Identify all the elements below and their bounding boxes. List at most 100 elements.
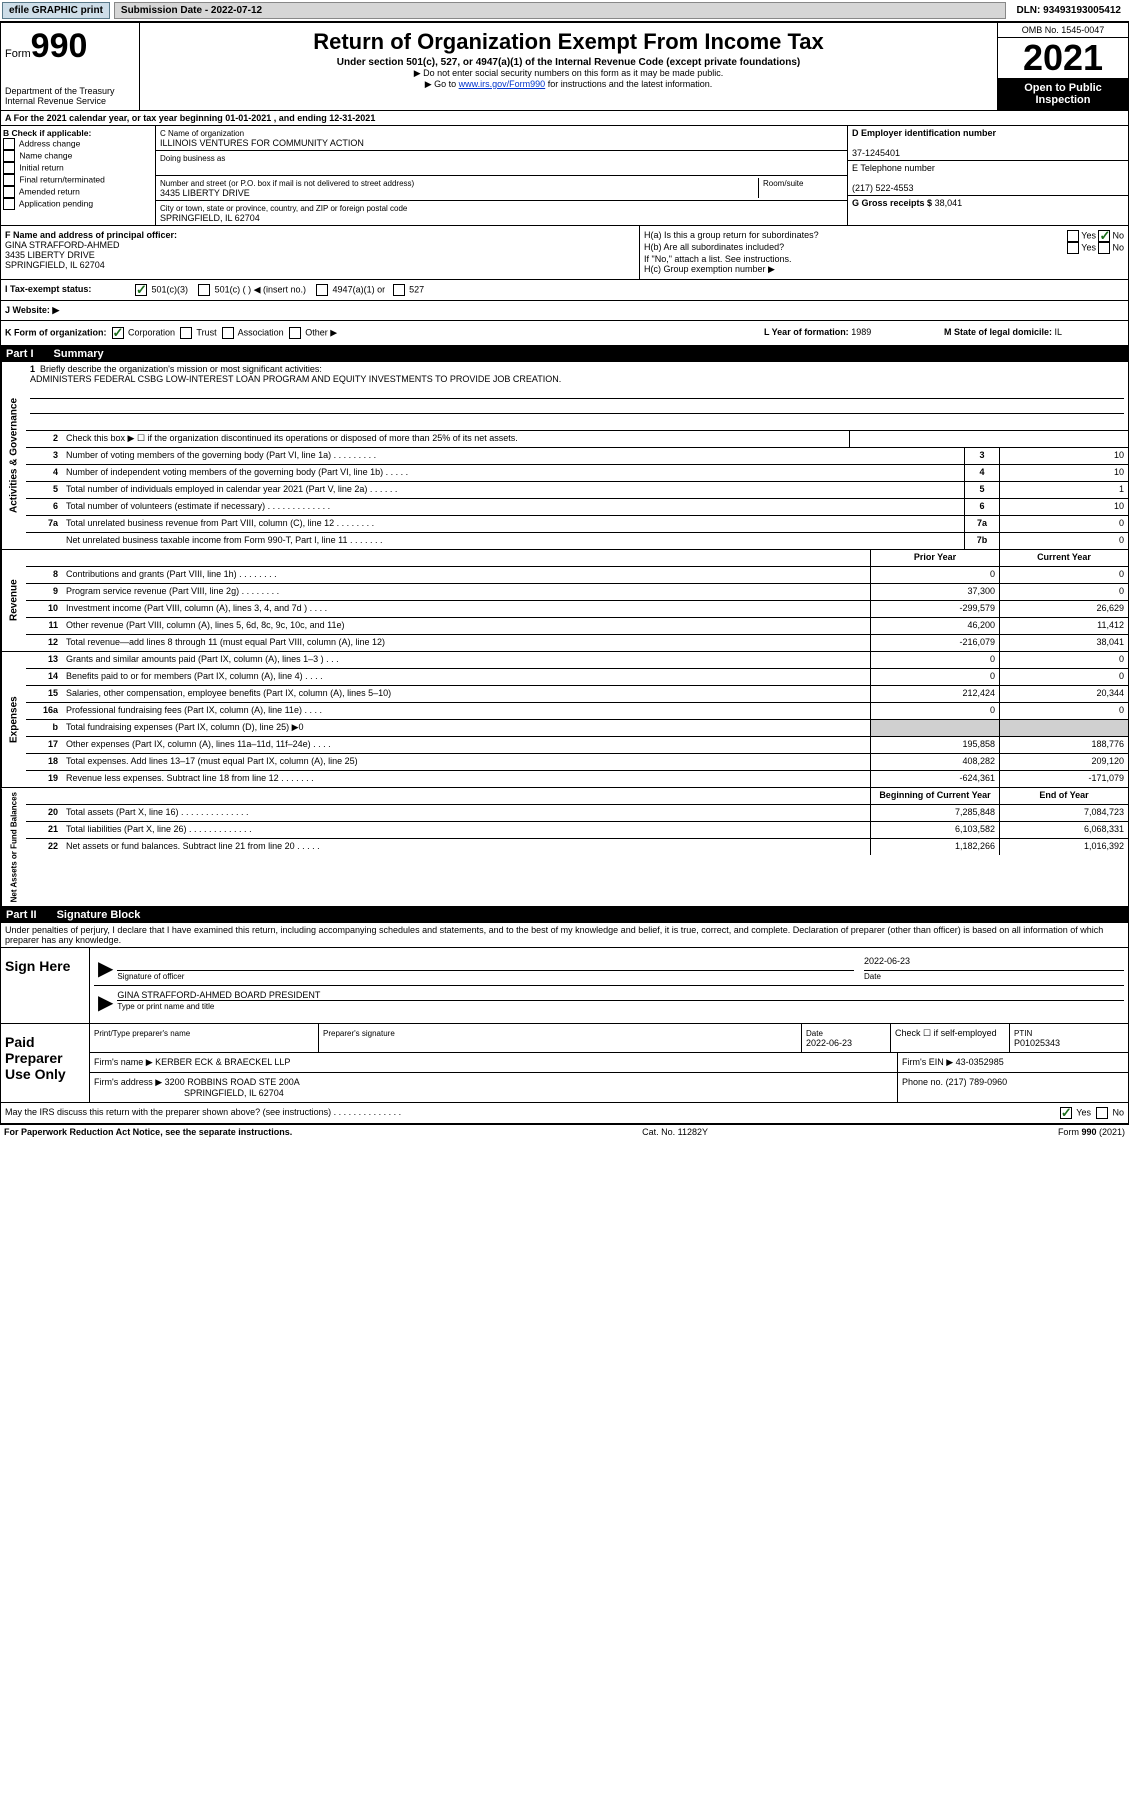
footer-right: Form 990 (2021) [1058, 1127, 1125, 1137]
addr-label: Number and street (or P.O. box if mail i… [160, 179, 414, 188]
c-label: C Name of organization [160, 129, 244, 138]
summary-line: 18Total expenses. Add lines 13–17 (must … [26, 754, 1128, 771]
footer-mid: Cat. No. 11282Y [642, 1127, 708, 1137]
room-label: Room/suite [763, 179, 803, 188]
form-note-2: ▶ Go to www.irs.gov/Form990 for instruct… [144, 79, 993, 90]
netassets-header-row: Beginning of Current Year End of Year [26, 788, 1128, 805]
summary-line: 4Number of independent voting members of… [26, 465, 1128, 482]
discuss-no[interactable] [1096, 1107, 1108, 1119]
checkbox-initial-return[interactable] [3, 162, 15, 174]
gross-receipts: 38,041 [935, 198, 963, 208]
col-b-checkboxes: B Check if applicable: Address change Na… [1, 126, 156, 225]
department-label: Department of the Treasury Internal Reve… [5, 86, 135, 106]
cb-527[interactable] [393, 284, 405, 296]
summary-line: 5Total number of individuals employed in… [26, 482, 1128, 499]
d-label: D Employer identification number [852, 128, 996, 138]
summary-line: 7aTotal unrelated business revenue from … [26, 516, 1128, 533]
cb-4947[interactable] [316, 284, 328, 296]
officer-name: GINA STRAFFORD-AHMED BOARD PRESIDENT [117, 990, 1124, 1001]
irs-link[interactable]: www.irs.gov/Form990 [459, 79, 546, 89]
summary-line: 11Other revenue (Part VIII, column (A), … [26, 618, 1128, 635]
form-note-1: ▶ Do not enter social security numbers o… [144, 68, 993, 79]
summary-line: 6Total number of volunteers (estimate if… [26, 499, 1128, 516]
summary-line: 14Benefits paid to or for members (Part … [26, 669, 1128, 686]
phone-value: (217) 522-4553 [852, 183, 914, 193]
col-degh: D Employer identification number 37-1245… [847, 126, 1128, 225]
checkbox-application-pending[interactable] [3, 198, 15, 210]
hb-yes[interactable] [1067, 242, 1079, 254]
governance-side-label: Activities & Governance [1, 362, 26, 549]
city-label: City or town, state or province, country… [160, 204, 407, 213]
sig-officer-label: Signature of officer [117, 972, 184, 981]
netassets-side-label: Net Assets or Fund Balances [1, 788, 26, 906]
ein-value: 37-1245401 [852, 148, 900, 158]
header-right: OMB No. 1545-0047 2021 Open to Public In… [997, 23, 1128, 110]
summary-line: 16aProfessional fundraising fees (Part I… [26, 703, 1128, 720]
col-c-org-info: C Name of organization ILLINOIS VENTURES… [156, 126, 847, 225]
form-subtitle: Under section 501(c), 527, or 4947(a)(1)… [144, 57, 993, 68]
form-header: Form990 Department of the Treasury Inter… [0, 22, 1129, 111]
summary-line: 8Contributions and grants (Part VIII, li… [26, 567, 1128, 584]
cb-other[interactable] [289, 327, 301, 339]
efile-button[interactable]: efile GRAPHIC print [2, 2, 110, 19]
summary-line: 19Revenue less expenses. Subtract line 1… [26, 771, 1128, 787]
tax-year: 2021 [998, 38, 1128, 78]
cb-501c[interactable] [198, 284, 210, 296]
summary-line: 21Total liabilities (Part X, line 26) . … [26, 822, 1128, 839]
row-klm: K Form of organization: Corporation Trus… [0, 321, 1129, 346]
checkbox-address-change[interactable] [3, 138, 15, 150]
checkbox-amended[interactable] [3, 186, 15, 198]
sign-here-label: Sign Here [1, 948, 90, 1023]
date-label: Date [864, 972, 881, 981]
form-title: Return of Organization Exempt From Incom… [144, 29, 993, 55]
section-bcdeg: B Check if applicable: Address change Na… [0, 126, 1129, 226]
expenses-section: Expenses 13Grants and similar amounts pa… [0, 652, 1129, 788]
expenses-side-label: Expenses [1, 652, 26, 787]
dln-label: DLN: 93493193005412 [1010, 3, 1127, 18]
ha-yes[interactable] [1067, 230, 1079, 242]
cb-assoc[interactable] [222, 327, 234, 339]
discuss-yes[interactable] [1060, 1107, 1072, 1119]
summary-line: 3Number of voting members of the governi… [26, 448, 1128, 465]
form-label: Form [5, 48, 31, 60]
cb-corp[interactable] [112, 327, 124, 339]
summary-line: 2Check this box ▶ ☐ if the organization … [26, 431, 1128, 448]
row-i-tax-status: I Tax-exempt status: 501(c)(3) 501(c) ( … [0, 280, 1129, 301]
row-a-tax-year: A For the 2021 calendar year, or tax yea… [0, 111, 1129, 126]
summary-line: 15Salaries, other compensation, employee… [26, 686, 1128, 703]
checkbox-final-return[interactable] [3, 174, 15, 186]
g-label: G Gross receipts $ [852, 198, 932, 208]
summary-line: 22Net assets or fund balances. Subtract … [26, 839, 1128, 855]
summary-line: 20Total assets (Part X, line 16) . . . .… [26, 805, 1128, 822]
name-label: Type or print name and title [117, 1002, 214, 1011]
summary-line: 10Investment income (Part VIII, column (… [26, 601, 1128, 618]
revenue-section: Revenue Prior Year Current Year 8Contrib… [0, 550, 1129, 652]
mission-box: 1 Briefly describe the organization's mi… [26, 362, 1128, 431]
revenue-side-label: Revenue [1, 550, 26, 651]
summary-line: 17Other expenses (Part IX, column (A), l… [26, 737, 1128, 754]
paid-preparer-section: Paid Preparer Use Only Print/Type prepar… [0, 1024, 1129, 1103]
part-1-header: Part I Summary [0, 346, 1129, 362]
summary-line: Net unrelated business taxable income fr… [26, 533, 1128, 549]
dba-label: Doing business as [160, 154, 225, 163]
governance-section: Activities & Governance 1 Briefly descri… [0, 362, 1129, 550]
ha-no[interactable] [1098, 230, 1110, 242]
mission-text: ADMINISTERS FEDERAL CSBG LOW-INTEREST LO… [30, 374, 561, 384]
submission-date: Submission Date - 2022-07-12 [114, 2, 1007, 19]
group-return-section: H(a) Is this a group return for subordin… [639, 226, 1128, 279]
summary-line: bTotal fundraising expenses (Part IX, co… [26, 720, 1128, 737]
header-middle: Return of Organization Exempt From Incom… [140, 23, 997, 110]
top-bar: efile GRAPHIC print Submission Date - 20… [0, 0, 1129, 22]
row-j-website: J Website: ▶ [0, 301, 1129, 321]
summary-line: 13Grants and similar amounts paid (Part … [26, 652, 1128, 669]
org-name: ILLINOIS VENTURES FOR COMMUNITY ACTION [160, 138, 364, 148]
discuss-row: May the IRS discuss this return with the… [0, 1103, 1129, 1124]
cb-501c3[interactable] [135, 284, 147, 296]
cb-trust[interactable] [180, 327, 192, 339]
inspection-label: Open to Public Inspection [998, 78, 1128, 110]
street-address: 3435 LIBERTY DRIVE [160, 188, 250, 198]
city-state-zip: SPRINGFIELD, IL 62704 [160, 213, 260, 223]
hb-no[interactable] [1098, 242, 1110, 254]
checkbox-name-change[interactable] [3, 150, 15, 162]
principal-officer: F Name and address of principal officer:… [1, 226, 639, 279]
